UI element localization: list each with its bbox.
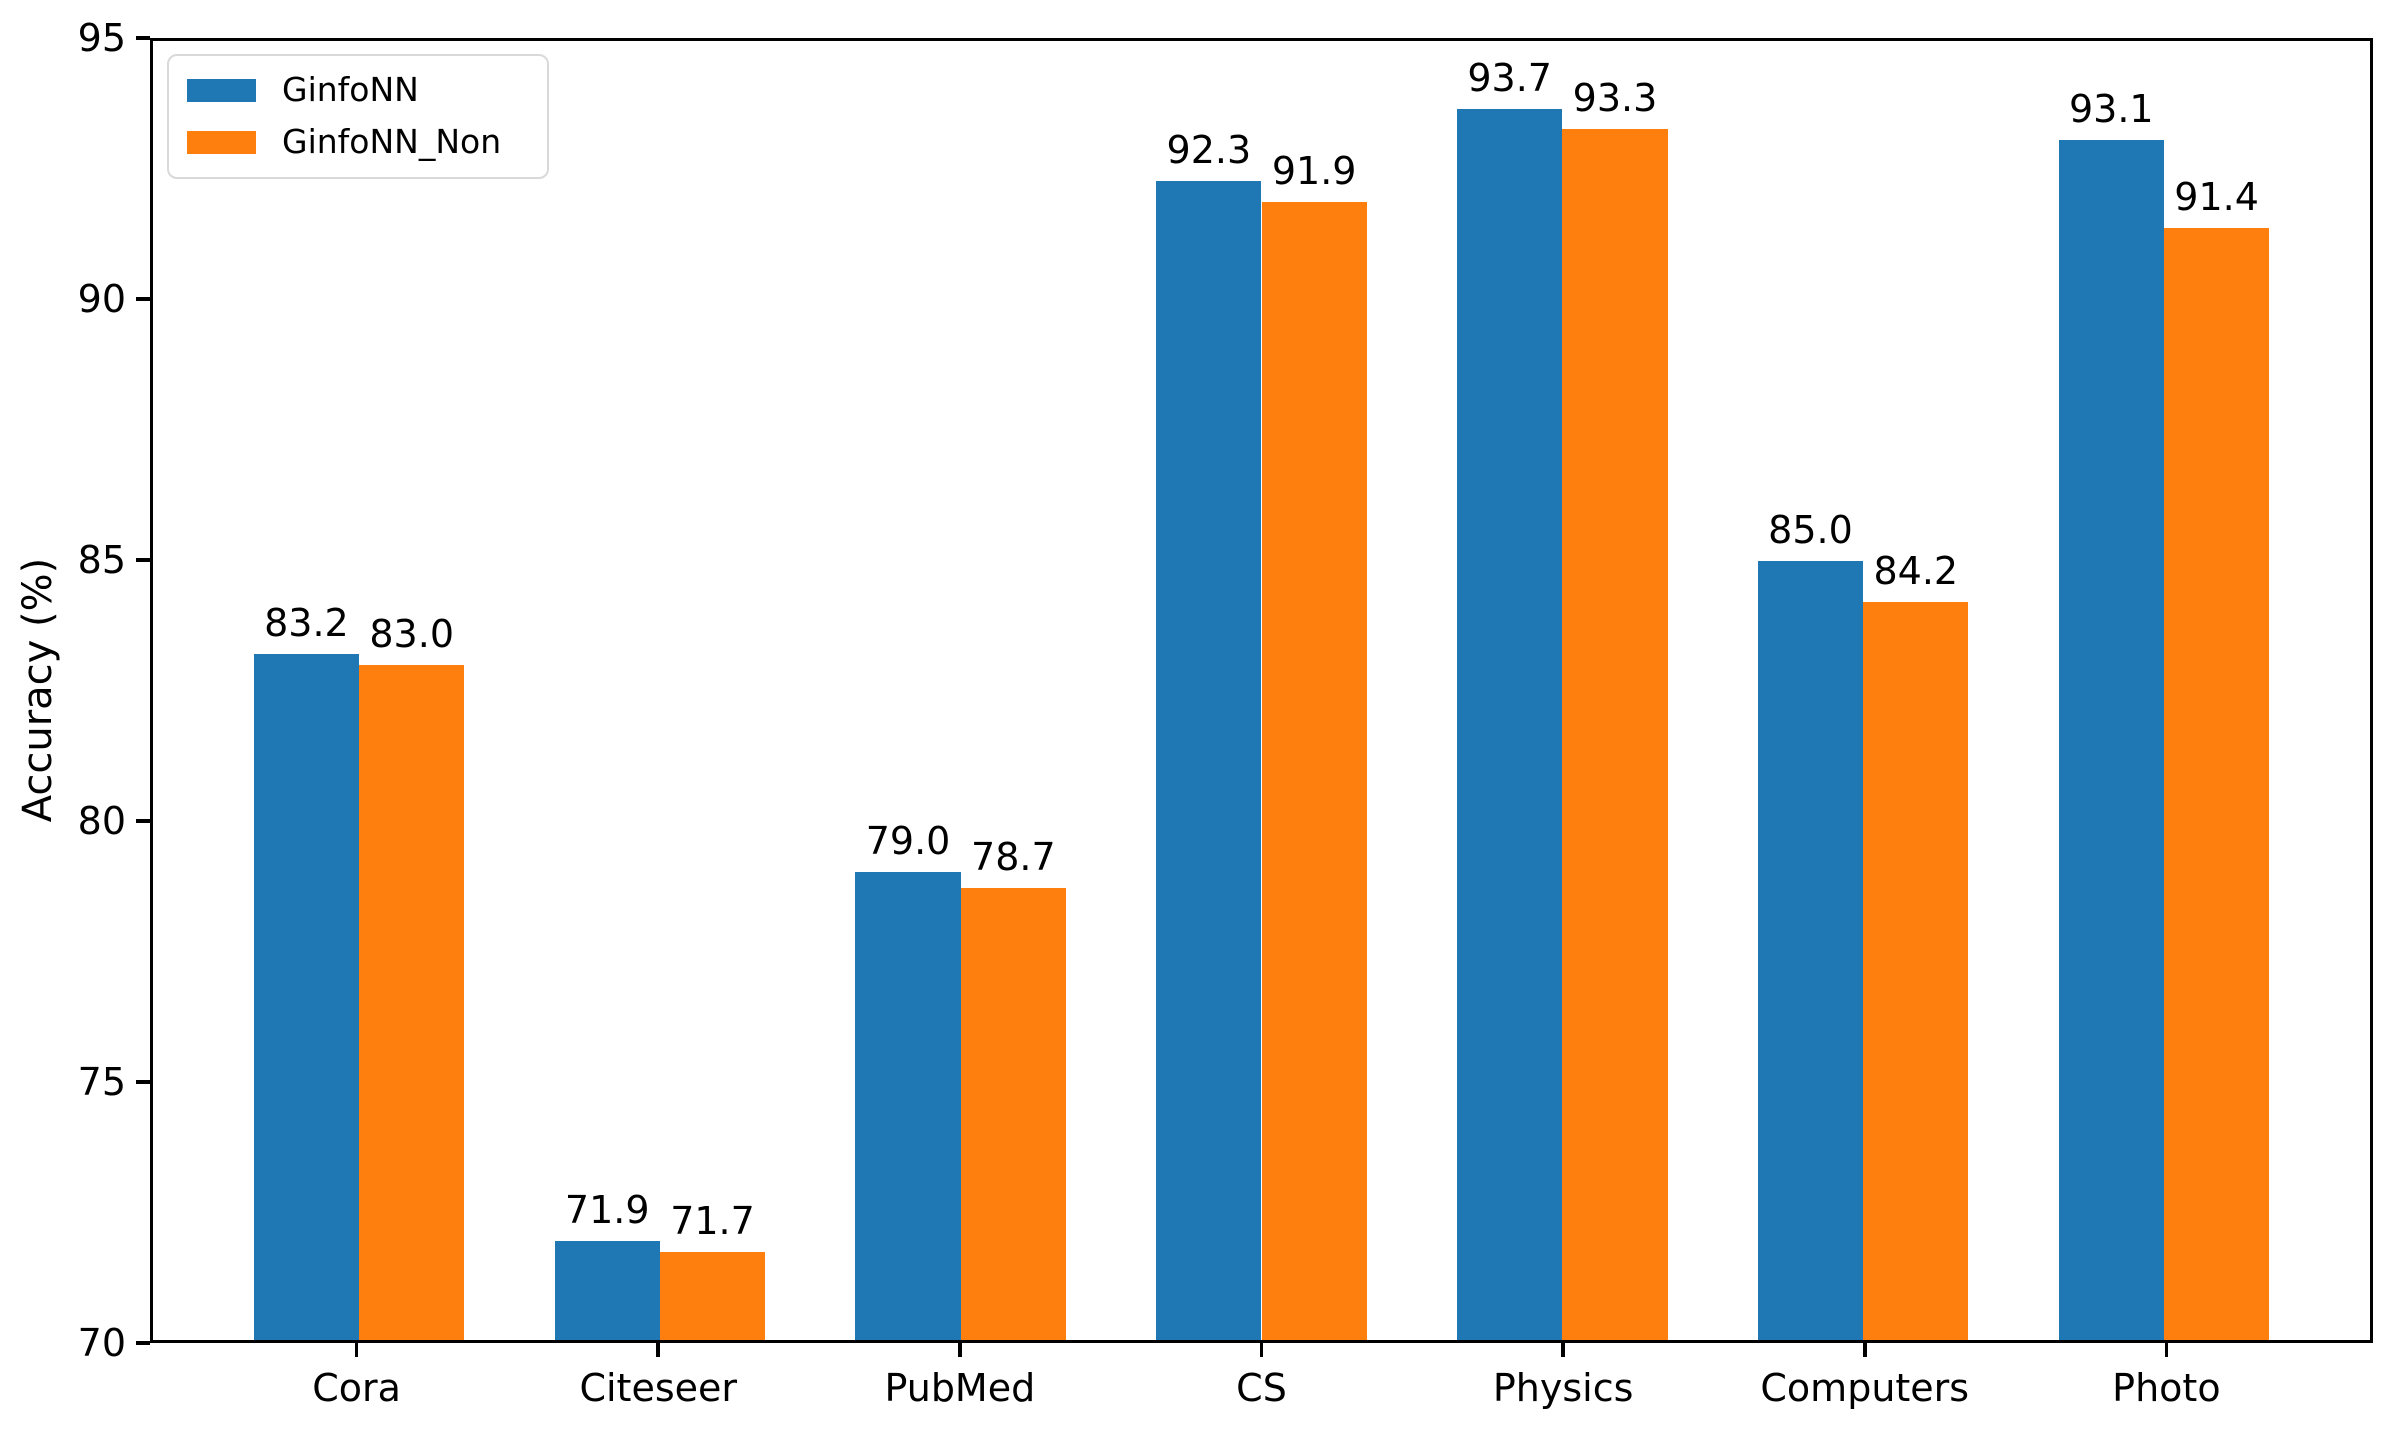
- bar-GinfoNN-CS: [1156, 181, 1262, 1340]
- bar-GinfoNN-Computers: [1757, 560, 1864, 1340]
- legend-item-GinfoNN: GinfoNN: [187, 70, 501, 109]
- bar-value-label: 93.1: [2068, 86, 2154, 131]
- bar-value-label: 91.4: [2174, 175, 2259, 220]
- bar-value-label: 91.9: [1271, 149, 1357, 194]
- bar-GinfoNN_Non-CS: [1261, 202, 1367, 1340]
- bar-value-label: 83.0: [369, 611, 454, 656]
- x-tick-mark: [958, 1343, 962, 1357]
- x-tick-label-Photo: Photo: [2112, 1366, 2221, 1410]
- bar-GinfoNN_Non-PubMed: [960, 887, 1066, 1340]
- y-tick-mark: [136, 36, 150, 40]
- bar-GinfoNN-Citeseer: [554, 1241, 660, 1340]
- bar-value-label: 71.9: [564, 1188, 650, 1233]
- bars-layer: 83.2 71.9 79.0 92.3 93.7 85.0 93.1 83.0 71.7 78.7…: [153, 41, 2370, 1340]
- bar-value-label: 79.0: [865, 819, 951, 864]
- bar-GinfoNN-Physics: [1457, 108, 1563, 1340]
- x-tick-label-Computers: Computers: [1760, 1366, 1970, 1410]
- x-tick-label-PubMed: PubMed: [884, 1366, 1036, 1410]
- x-tick-mark: [656, 1343, 660, 1357]
- bar-value-label: 84.2: [1873, 549, 1959, 594]
- y-axis-label: Accuracy (%): [15, 557, 61, 823]
- legend-label: GinfoNN: [282, 70, 419, 109]
- x-tick-mark: [2164, 1343, 2169, 1357]
- bar-GinfoNN_Non-Cora: [359, 664, 465, 1340]
- bar-value-label: 71.7: [670, 1198, 755, 1243]
- bar-value-label: 85.0: [1768, 507, 1853, 552]
- x-tick-label-Cora: Cora: [312, 1366, 401, 1410]
- bar-value-label: 92.3: [1166, 128, 1252, 173]
- bar-GinfoNN-Cora: [253, 654, 360, 1340]
- legend-swatch: [187, 130, 256, 154]
- legend-swatch: [187, 78, 256, 102]
- y-tick-label: 85: [77, 538, 126, 582]
- bar-GinfoNN-PubMed: [855, 872, 961, 1340]
- x-tick-label-Physics: Physics: [1492, 1366, 1634, 1410]
- y-tick-label: 70: [77, 1321, 126, 1365]
- legend: GinfoNN GinfoNN_Non: [167, 54, 550, 179]
- bar-value-label: 83.2: [264, 601, 349, 646]
- bar-GinfoNN_Non-Physics: [1562, 129, 1668, 1340]
- y-tick-label: 75: [77, 1060, 126, 1104]
- y-tick-mark: [136, 558, 150, 562]
- legend-item-GinfoNN_Non: GinfoNN_Non: [187, 122, 502, 162]
- bar-GinfoNN_Non-Citeseer: [659, 1251, 766, 1340]
- bar-value-label: 78.7: [971, 834, 1056, 879]
- x-tick-mark: [354, 1343, 359, 1357]
- x-tick-mark: [1259, 1343, 1264, 1357]
- y-tick-mark: [136, 1341, 150, 1345]
- y-tick-label: 95: [77, 16, 126, 60]
- y-tick-label: 80: [77, 799, 126, 843]
- bar-value-label: 93.3: [1572, 76, 1658, 121]
- y-tick-label: 90: [77, 277, 126, 321]
- bar-GinfoNN_Non-Photo: [2163, 228, 2270, 1340]
- bar-value-label: 93.7: [1467, 55, 1552, 100]
- y-tick-mark: [136, 297, 150, 301]
- x-tick-label-Citeseer: Citeseer: [579, 1366, 738, 1410]
- plot-area: 83.2 71.9 79.0 92.3 93.7 85.0 93.1 83.0 71.7 78.7…: [150, 38, 2373, 1343]
- bar-GinfoNN-Photo: [2058, 139, 2164, 1340]
- x-tick-mark: [1561, 1343, 1565, 1357]
- legend-label: GinfoNN_Non: [282, 122, 502, 162]
- x-tick-label-CS: CS: [1236, 1366, 1287, 1410]
- y-tick-mark: [136, 1080, 150, 1084]
- bar-GinfoNN_Non-Computers: [1863, 602, 1969, 1340]
- y-tick-mark: [136, 819, 150, 823]
- x-tick-mark: [1863, 1343, 1867, 1357]
